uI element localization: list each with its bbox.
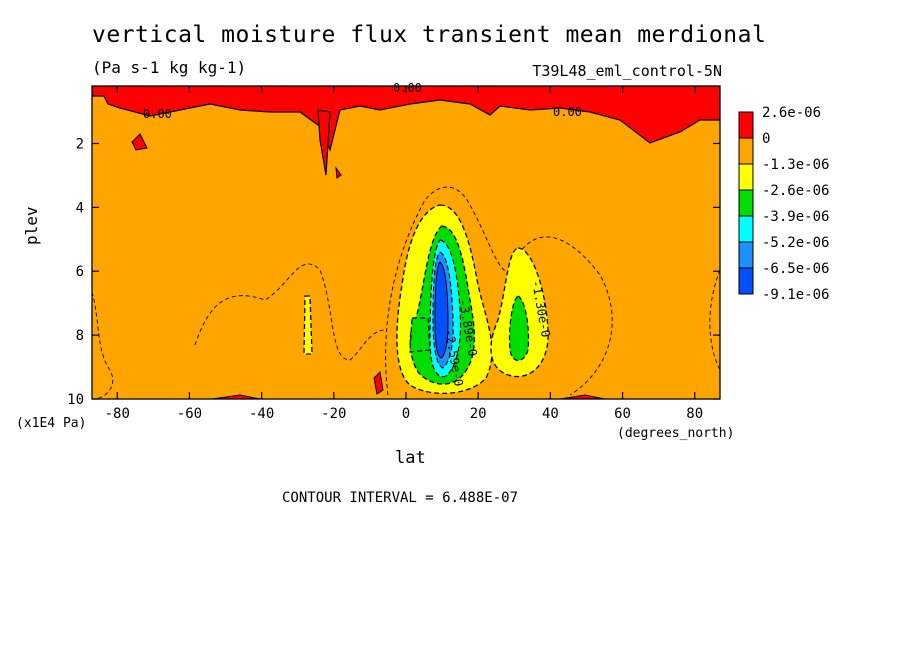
x-axis-label: lat bbox=[395, 448, 426, 468]
y-tick-label: 6 bbox=[76, 264, 84, 280]
green-region-left-lobe bbox=[409, 317, 431, 353]
legend-label: -1.3e-06 bbox=[762, 157, 829, 173]
contour-label: 0.00 bbox=[143, 107, 172, 121]
legend-swatch bbox=[738, 189, 754, 217]
positive-region-small-2 bbox=[335, 166, 342, 179]
contour-fields bbox=[92, 86, 720, 399]
positive-region-top bbox=[92, 86, 720, 153]
contour-interval: CONTOUR INTERVAL = 6.488E-07 bbox=[282, 490, 519, 506]
outer-contour-main bbox=[385, 186, 613, 396]
outer-contour-far-left bbox=[92, 291, 114, 399]
legend-swatch bbox=[738, 137, 754, 165]
y-tick-label: 8 bbox=[76, 328, 84, 344]
legend-label: -9.1e-06 bbox=[762, 287, 829, 303]
contour-label: 0.00 bbox=[553, 105, 582, 119]
legend-label: -6.5e-06 bbox=[762, 261, 829, 277]
positive-region-spike bbox=[317, 109, 331, 176]
green-region-right bbox=[508, 295, 530, 362]
positive-region-small-3 bbox=[373, 370, 384, 395]
x-tick-label: 20 bbox=[470, 406, 487, 422]
y-axis: 2 4 6 8 10 bbox=[67, 136, 720, 408]
positive-region-small-1 bbox=[131, 133, 148, 151]
y-tick-label: 4 bbox=[76, 200, 84, 216]
x-tick-label: -60 bbox=[177, 406, 202, 422]
color-legend: 2.6e-06 0 -1.3e-06 -2.6e-06 -3.9e-06 -5.2e-06… bbox=[738, 105, 829, 303]
legend-label: -5.2e-06 bbox=[762, 235, 829, 251]
y-tick-label: 2 bbox=[76, 136, 84, 152]
run-label: T39L48_eml_control-5N bbox=[532, 62, 722, 80]
y-axis-units: (x1E4 Pa) bbox=[16, 416, 87, 431]
x-tick-label: -20 bbox=[321, 406, 346, 422]
x-tick-label: 80 bbox=[686, 406, 703, 422]
legend-label: 0 bbox=[762, 131, 770, 147]
x-tick-label: 0 bbox=[402, 406, 410, 422]
legend-label: -3.9e-06 bbox=[762, 209, 829, 225]
legend-swatch bbox=[738, 241, 754, 269]
x-axis: -80 -60 -40 -20 0 20 40 60 80 bbox=[105, 86, 703, 422]
legend-swatch bbox=[738, 215, 754, 243]
outer-contour-left bbox=[194, 263, 386, 361]
x-tick-label: 60 bbox=[614, 406, 631, 422]
chart-title: vertical moisture flux transient mean me… bbox=[92, 22, 767, 48]
legend-label: -2.6e-06 bbox=[762, 183, 829, 199]
x-tick-label: 40 bbox=[542, 406, 559, 422]
legend-swatch bbox=[738, 111, 754, 139]
legend-label: 2.6e-06 bbox=[762, 105, 821, 121]
x-axis-units: (degrees_north) bbox=[617, 426, 735, 441]
legend-swatch bbox=[738, 163, 754, 191]
yellow-region-left bbox=[303, 295, 313, 355]
x-tick-label: -80 bbox=[105, 406, 130, 422]
deep-blue-core bbox=[434, 261, 449, 359]
outer-contour-right-edge bbox=[709, 269, 720, 371]
contour-label: 0.00 bbox=[393, 81, 422, 95]
x-tick-label: -40 bbox=[249, 406, 274, 422]
chart-units: (Pa s-1 kg kg-1) bbox=[92, 58, 247, 77]
y-tick-label: 10 bbox=[67, 392, 84, 408]
legend-swatch bbox=[738, 267, 754, 295]
